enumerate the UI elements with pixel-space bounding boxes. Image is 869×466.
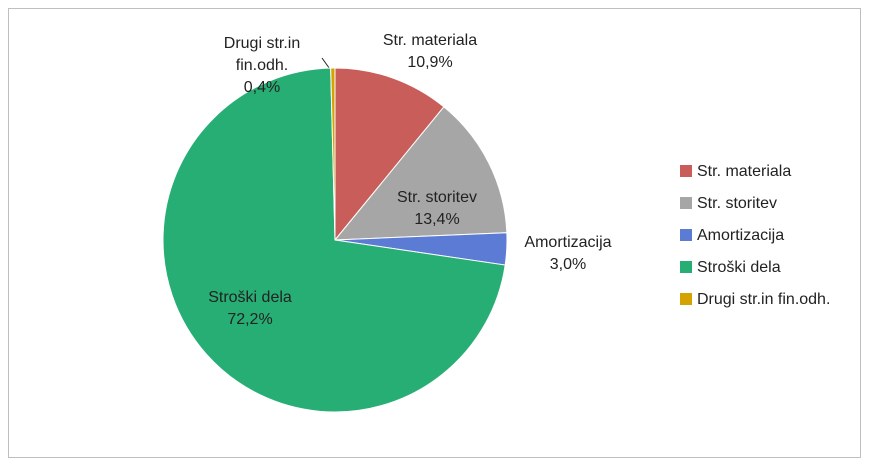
data-label-value: 13,4% [414, 211, 460, 228]
legend-label: Stroški dela [697, 259, 781, 276]
data-label-value: 10,9% [407, 54, 453, 71]
legend-label: Amortizacija [697, 227, 784, 244]
pie-slice [330, 67, 336, 241]
legend-label: Drugi str.in fin.odh. [697, 291, 830, 308]
data-label-name: Stroški dela [208, 289, 292, 306]
data-label-name: Str. materiala [382, 32, 478, 49]
legend-swatch [680, 229, 692, 241]
pie-slice [162, 67, 506, 413]
data-label-name: Str. storitev [396, 189, 478, 206]
pie-slice [334, 67, 445, 242]
pie-slice [333, 106, 508, 241]
legend-label: Str. materiala [697, 163, 791, 180]
data-label-value: 72,2% [227, 311, 273, 328]
data-label-name: Amortizacija [524, 234, 612, 251]
data-label-name: Drugi str.in fin.odh. [223, 35, 301, 74]
legend-swatch [680, 293, 692, 305]
data-label-value: 3,0% [549, 256, 587, 273]
legend-swatch [680, 261, 692, 273]
legend-swatch [680, 197, 692, 209]
legend-swatch [680, 165, 692, 177]
data-label-value: 0,4% [243, 79, 281, 96]
legend-label: Str. storitev [697, 195, 777, 212]
